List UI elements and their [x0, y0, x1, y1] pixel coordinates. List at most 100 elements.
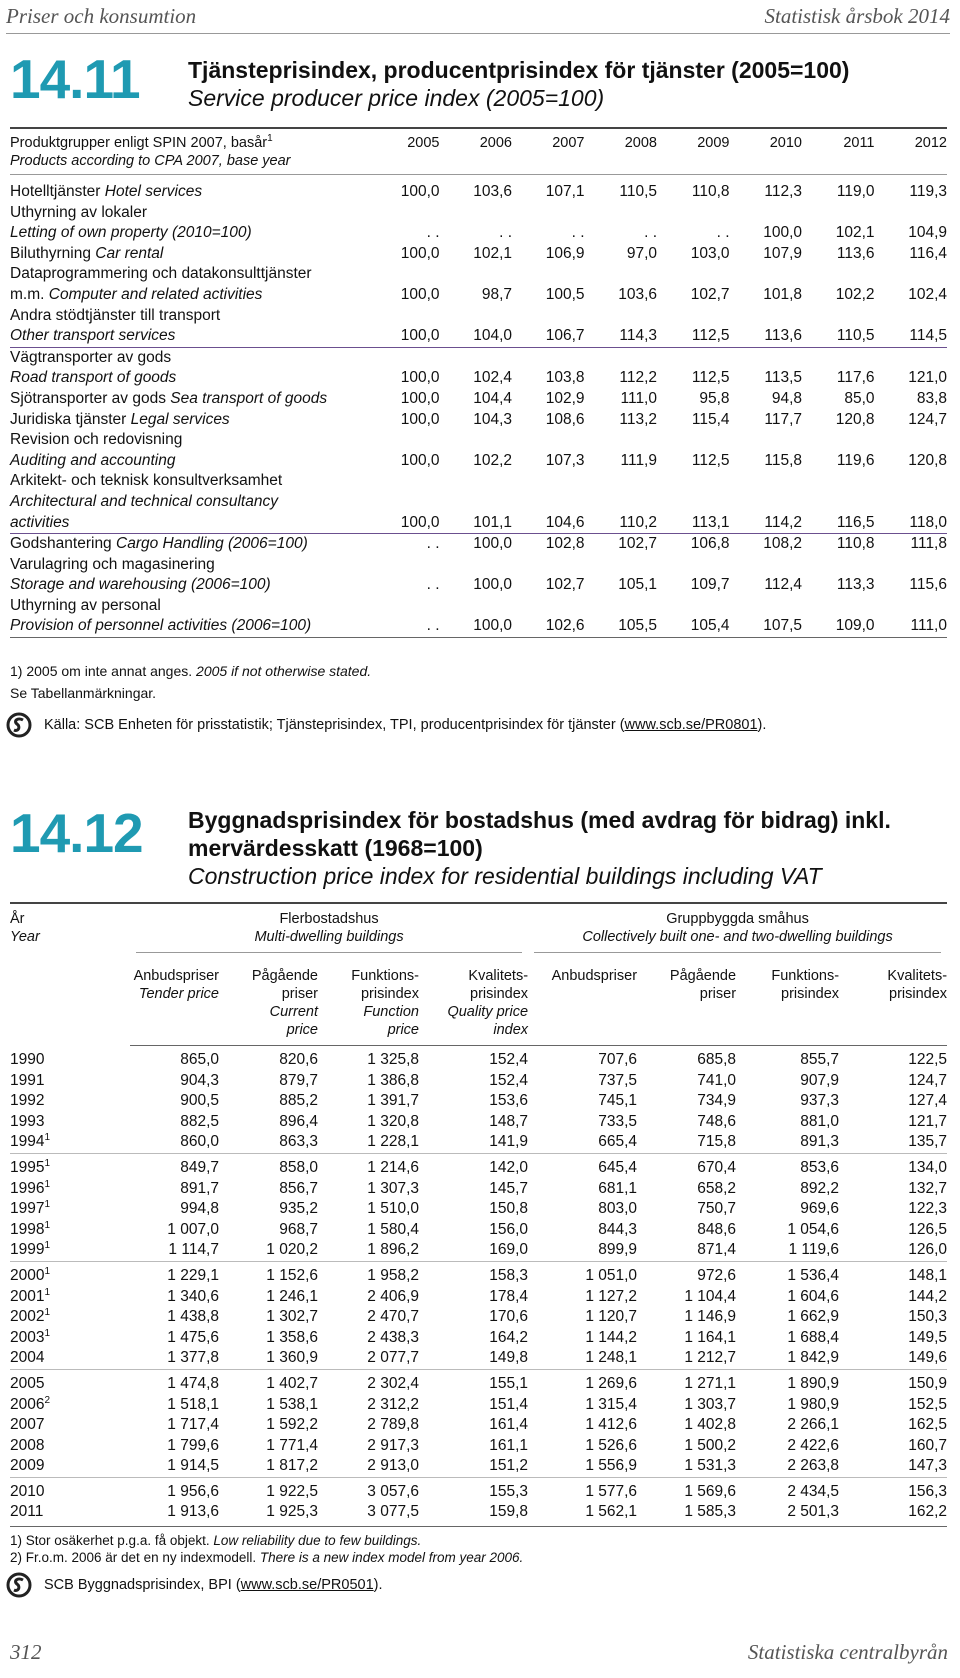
cell: 111,0: [620, 389, 658, 407]
cell: 107,3: [545, 451, 585, 469]
text: Cargo Handling (2006=100): [116, 535, 308, 553]
cell: 853,6: [736, 1152, 840, 1179]
cell: 106,7: [545, 327, 585, 345]
cell: 104,9: [908, 224, 947, 242]
cell: 100,0: [473, 576, 512, 594]
year-cell: 2008: [10, 1436, 130, 1457]
label-line: Arkitekt- och teknisk konsultverksamhet: [10, 471, 367, 492]
year: 1990: [10, 1050, 45, 1068]
footnote: Se Tabellanmärkningar.: [10, 682, 371, 704]
cell: 1 569,6: [637, 1476, 737, 1503]
column-header: 2010: [769, 135, 802, 151]
cell: 97,0: [626, 244, 657, 262]
row-label: Vägtransporter av gods Road transport of …: [10, 348, 367, 389]
column-header: 2005: [407, 135, 440, 151]
cell: 106,8: [690, 535, 730, 553]
cell: 3 057,6: [318, 1476, 419, 1503]
cell: 112,2: [619, 369, 657, 387]
table-number: 14.11: [10, 48, 141, 110]
cell: 1 518,1: [167, 1395, 219, 1413]
table-row: Hotelltjänster Hotel services 100,0 103,6 1…: [10, 182, 947, 203]
table-row: Revision och redovisning Auditing and acc…: [10, 430, 947, 471]
text: Road transport of goods: [10, 369, 177, 387]
cell: 156,3: [839, 1476, 948, 1503]
table-title: Tjänsteprisindex, producentprisindex för…: [188, 57, 850, 83]
cell: 104,4: [473, 389, 512, 407]
table-row: 20031 1 475,6 1 358,6 2 438,3 164,2 1 144,2 1 …: [10, 1328, 947, 1349]
cell: 1 360,9: [266, 1349, 318, 1367]
row-label: Hotelltjänster Hotel services: [10, 182, 367, 203]
group-label: Gruppbyggda småhus Collectively built one…: [534, 910, 942, 953]
cell: 106,9: [545, 244, 585, 262]
footnote: 2) Fr.o.m. 2006 är det en ny indexmodell…: [10, 1549, 523, 1566]
table-body: Hotelltjänster Hotel services 100,0 103,6 1…: [10, 175, 947, 639]
text: Products according to CPA 2007, base yea…: [10, 153, 291, 169]
year-cell: 2004: [10, 1348, 130, 1369]
cell: 848,6: [697, 1220, 737, 1238]
year-cell: 2009: [10, 1456, 130, 1477]
cell: 885,2: [279, 1092, 318, 1110]
cell: 104,0: [473, 327, 512, 345]
text: 2) Fr.o.m. 2006 är det en ny indexmodell…: [10, 1550, 260, 1565]
cell: 107,5: [763, 617, 802, 635]
cell: 891,7: [180, 1179, 219, 1197]
cell: 1 402,7: [219, 1368, 318, 1395]
cell: 114,3: [619, 327, 657, 345]
text: Car rental: [95, 244, 164, 262]
table-row: 19941 860,0 863,3 1 228,1 141,9 665,4 715,8 891…: [10, 1132, 947, 1153]
table-subtitle: Construction price index for residential…: [188, 863, 822, 889]
cell: 155,1: [419, 1368, 529, 1395]
table-row: Uthyrning av lokaler Letting of own prope…: [10, 203, 947, 244]
cell: 2 422,6: [787, 1436, 840, 1454]
year: 1995: [10, 1158, 45, 1176]
text: Low reliability due to few buildings.: [213, 1533, 422, 1548]
cell: 707,6: [598, 1051, 638, 1068]
cell: 1 325,8: [367, 1051, 419, 1068]
cell: 120,8: [835, 410, 875, 428]
year-cell: 1990: [10, 1046, 130, 1071]
cell: 149,8: [489, 1349, 529, 1367]
column-header: Funktions-prisindex Function price: [318, 957, 419, 1046]
table-row: 19961 891,7 856,7 1 307,3 145,7 681,1 658,2 892…: [10, 1179, 947, 1200]
cell: 117,7: [764, 410, 802, 428]
footnote-ref: 1: [44, 1327, 51, 1339]
year: 1991: [10, 1071, 45, 1089]
cell: 1 562,1: [528, 1502, 638, 1528]
table-row: 20001 1 229,1 1 152,6 1 958,2 158,3 1 051,0 97…: [10, 1260, 948, 1287]
cell: . .: [716, 224, 730, 242]
cell: 645,4: [528, 1152, 638, 1179]
column-header: Anbudspriser: [528, 957, 638, 1046]
cell: 844,3: [598, 1220, 638, 1238]
book-name: Statistisk årsbok 2014: [764, 4, 950, 28]
cell: 849,7: [130, 1152, 219, 1179]
cell: 161,1: [489, 1436, 529, 1454]
cell: 820,6: [279, 1051, 318, 1068]
table-row: 19991 1 114,7 1 020,2 1 896,2 169,0 899,9 871,…: [10, 1240, 947, 1261]
year-cell: 2007: [10, 1415, 130, 1436]
cell: 152,4: [489, 1071, 529, 1089]
label-line: Juridiska tjänster Legal services: [10, 410, 367, 431]
cell: 159,8: [419, 1502, 529, 1528]
label-line: Hotelltjänster Hotel services: [10, 182, 367, 203]
table-row: Varulagring och magasinering Storage and …: [10, 555, 947, 596]
cell: 121,7: [908, 1112, 948, 1130]
scb-logo: [6, 1572, 32, 1598]
header-en: price: [387, 1022, 419, 1038]
cell: 1 246,1: [266, 1287, 318, 1305]
cell: 141,9: [489, 1133, 529, 1151]
cell: 107,9: [763, 244, 802, 262]
table-header: Produktgrupper enligt SPIN 2007, basår1 P…: [10, 127, 947, 175]
table-row: 19971 994,8 935,2 1 510,0 150,8 803,0 750,7 969…: [10, 1199, 947, 1220]
cell: 1 842,9: [787, 1349, 840, 1367]
cell: 1 556,9: [585, 1457, 638, 1475]
cell: 2 501,3: [736, 1502, 840, 1528]
cell: 115,6: [909, 576, 947, 594]
cell: 1 536,4: [736, 1260, 840, 1287]
cell: 155,3: [419, 1476, 529, 1503]
table-row: 2010 1 956,6 1 922,5 3 057,6 155,3 1 577,6 1 5…: [10, 1476, 948, 1503]
cell: 1 127,2: [585, 1287, 638, 1305]
footnote-ref: 2: [44, 1394, 51, 1406]
table-row: 1991 904,3 879,7 1 386,8 152,4 737,5 741,0 907,…: [10, 1071, 947, 1092]
table-row: 1993 882,5 896,4 1 320,8 148,7 733,5 748,6 881,…: [10, 1112, 947, 1133]
header-sv: Anbudspriser: [133, 968, 219, 984]
